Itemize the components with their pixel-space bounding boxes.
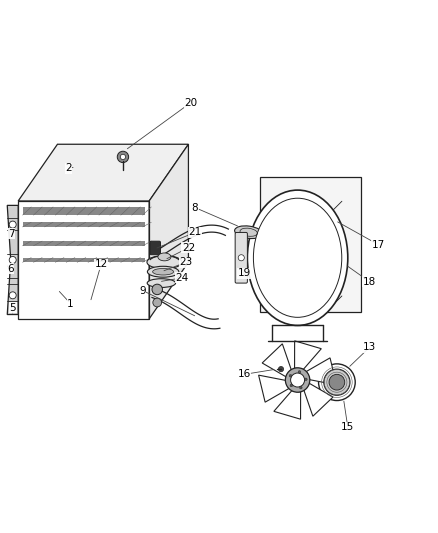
- Circle shape: [298, 370, 301, 373]
- Ellipse shape: [152, 269, 173, 275]
- Circle shape: [290, 384, 293, 387]
- Circle shape: [9, 221, 16, 228]
- Polygon shape: [149, 144, 188, 319]
- Polygon shape: [22, 222, 145, 227]
- Text: 21: 21: [188, 228, 201, 237]
- Circle shape: [238, 255, 244, 261]
- Text: 13: 13: [363, 342, 376, 352]
- Polygon shape: [22, 257, 145, 262]
- Ellipse shape: [148, 266, 179, 277]
- Circle shape: [279, 367, 284, 372]
- Text: 2: 2: [65, 163, 72, 173]
- Circle shape: [324, 369, 350, 395]
- Polygon shape: [18, 144, 188, 201]
- Text: 1: 1: [67, 298, 74, 309]
- Text: 18: 18: [363, 277, 376, 287]
- Text: 15: 15: [341, 422, 354, 432]
- Text: 17: 17: [372, 240, 385, 249]
- Polygon shape: [22, 241, 145, 246]
- Circle shape: [120, 154, 126, 159]
- Polygon shape: [306, 358, 336, 385]
- Circle shape: [329, 374, 345, 390]
- Ellipse shape: [247, 190, 348, 326]
- Text: 16: 16: [238, 369, 251, 379]
- Circle shape: [289, 375, 292, 377]
- FancyBboxPatch shape: [150, 241, 160, 255]
- Polygon shape: [22, 207, 145, 215]
- Ellipse shape: [254, 198, 342, 317]
- Circle shape: [9, 292, 16, 299]
- Circle shape: [153, 298, 162, 307]
- Polygon shape: [262, 344, 291, 377]
- Polygon shape: [261, 177, 361, 312]
- Ellipse shape: [235, 226, 263, 239]
- Polygon shape: [7, 205, 18, 314]
- Text: 22: 22: [182, 243, 195, 253]
- Ellipse shape: [147, 256, 182, 269]
- Text: 9: 9: [139, 286, 146, 295]
- Text: 6: 6: [7, 264, 14, 273]
- Circle shape: [286, 368, 310, 392]
- Polygon shape: [304, 383, 333, 416]
- FancyBboxPatch shape: [235, 232, 247, 283]
- Circle shape: [318, 364, 355, 400]
- Circle shape: [117, 151, 129, 163]
- Text: 12: 12: [95, 260, 108, 269]
- Text: 7: 7: [8, 229, 15, 239]
- Text: 20: 20: [184, 98, 197, 108]
- Polygon shape: [274, 391, 300, 419]
- Circle shape: [300, 386, 302, 389]
- Circle shape: [152, 284, 162, 295]
- Polygon shape: [258, 375, 289, 402]
- Text: 19: 19: [238, 268, 251, 278]
- Circle shape: [9, 256, 16, 263]
- Circle shape: [304, 378, 307, 381]
- Text: 23: 23: [180, 257, 193, 267]
- Circle shape: [290, 373, 304, 387]
- Ellipse shape: [158, 253, 171, 261]
- Text: 8: 8: [192, 203, 198, 213]
- Ellipse shape: [147, 279, 176, 287]
- Text: 5: 5: [10, 303, 16, 313]
- Text: 24: 24: [175, 273, 188, 283]
- Polygon shape: [295, 341, 321, 369]
